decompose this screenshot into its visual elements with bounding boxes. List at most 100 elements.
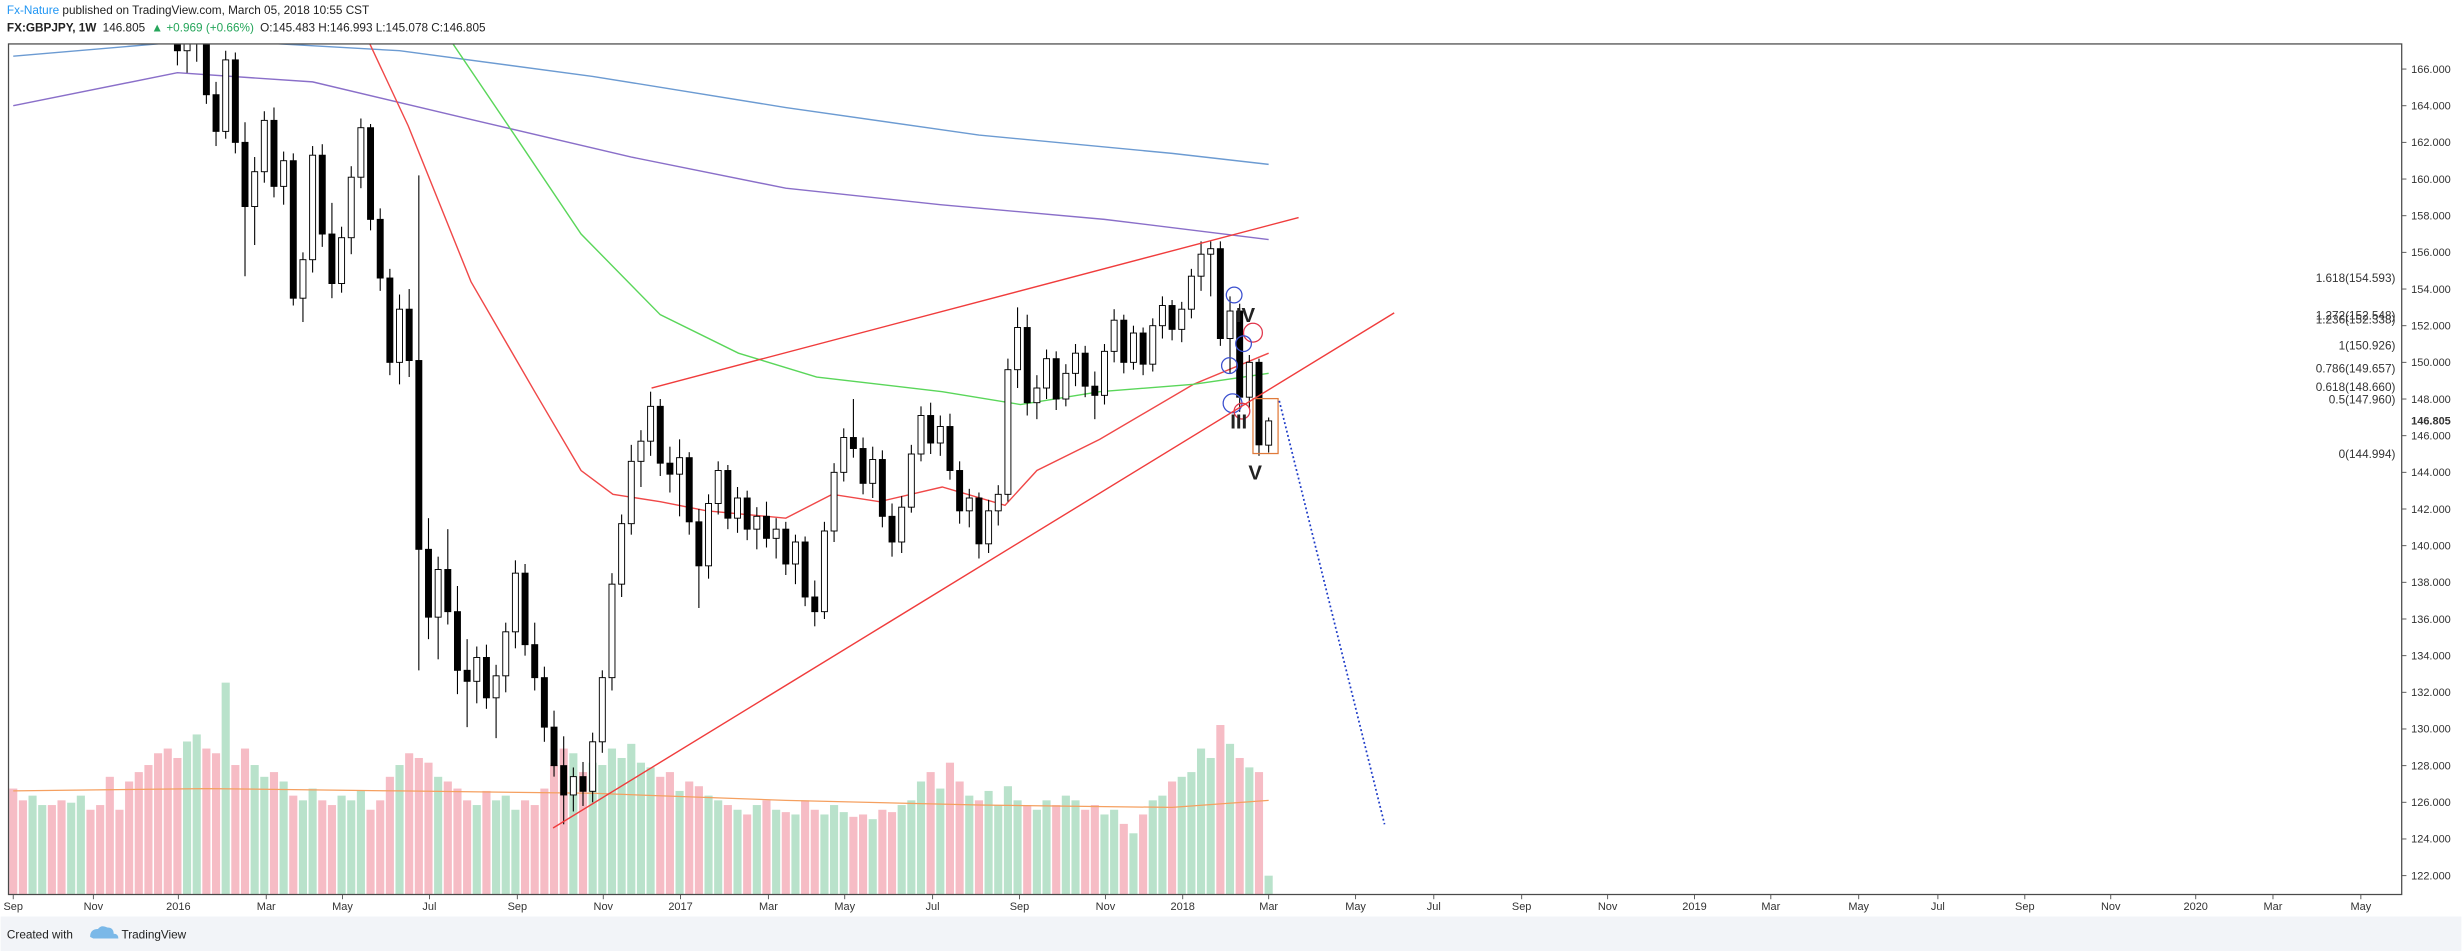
volume-bar xyxy=(1264,875,1273,895)
volume-bar xyxy=(1032,809,1041,895)
volume-bar xyxy=(540,788,549,895)
candle-body xyxy=(965,497,973,512)
volume-bar xyxy=(163,748,172,895)
volume-bar xyxy=(588,762,597,895)
y-tick-label: 158.000 xyxy=(2411,210,2451,222)
candle-body xyxy=(801,541,809,598)
volume-bar xyxy=(636,762,646,895)
candle-body xyxy=(531,644,539,679)
fib-label: 1.272(152.548) xyxy=(2316,310,2396,323)
y-tick-label: 132.000 xyxy=(2411,687,2451,699)
candle-body xyxy=(386,277,394,363)
volume-bar xyxy=(887,812,897,895)
candle-body xyxy=(782,528,790,565)
candle-body xyxy=(183,43,191,52)
volume-bar xyxy=(463,800,472,895)
candle-body xyxy=(907,453,915,508)
author[interactable]: Fx-Nature xyxy=(7,4,60,17)
y-tick-label: 122.000 xyxy=(2411,870,2451,882)
candle-body xyxy=(936,426,944,444)
wave-circle xyxy=(1242,322,1264,343)
volume-bar xyxy=(289,795,298,895)
candle-body xyxy=(618,523,626,585)
volume-bar xyxy=(337,795,346,895)
volume-bar xyxy=(47,805,56,895)
candle-body xyxy=(608,583,616,679)
candle-body xyxy=(569,776,577,796)
candle-body xyxy=(1149,325,1157,365)
wave-circle xyxy=(1235,335,1253,353)
fib-label: 0.5(147.960) xyxy=(2329,394,2396,407)
volume-bar xyxy=(395,765,404,895)
volume-bar xyxy=(28,795,37,895)
candle-body xyxy=(492,675,500,699)
candle-body xyxy=(1207,248,1215,255)
volume-bar xyxy=(685,781,694,895)
candle-body xyxy=(859,448,867,484)
candle-body xyxy=(212,94,220,132)
fib-label: 1.618(154.593) xyxy=(2316,272,2396,285)
volume-bar xyxy=(366,809,375,895)
wave-label: III xyxy=(1230,411,1247,433)
x-tick-label: Sep xyxy=(2015,901,2035,913)
x-tick-label: Mar xyxy=(1259,901,1278,913)
wave-circle xyxy=(1225,286,1243,304)
fib-label: 0.618(148.660) xyxy=(2316,381,2396,394)
volume-bar xyxy=(501,795,510,895)
y-tick-label: 164.000 xyxy=(2411,100,2451,112)
candle-body xyxy=(714,470,722,504)
x-tick-label: 2018 xyxy=(1170,901,1194,913)
volume-bar xyxy=(414,757,423,895)
volume-bar xyxy=(1139,814,1148,895)
volume-bar xyxy=(192,734,201,895)
candle-body xyxy=(1023,327,1031,404)
footer-brand[interactable]: TradingView xyxy=(122,928,187,941)
y-tick-label: 166.000 xyxy=(2411,64,2451,76)
candle-body xyxy=(560,765,568,796)
volume-bar xyxy=(144,765,153,895)
symbol: FX:GBPJPY, 1W xyxy=(7,21,97,34)
candle-body xyxy=(1004,369,1012,495)
y-tick-label: 156.000 xyxy=(2411,247,2451,259)
volume-bar xyxy=(38,805,47,895)
volume-bar xyxy=(714,800,723,895)
candle-body xyxy=(482,657,490,699)
volume-bar xyxy=(994,805,1003,895)
candle-body xyxy=(405,308,413,361)
moving-average xyxy=(13,43,1269,166)
x-tick-label: Sep xyxy=(508,901,528,913)
volume-bar xyxy=(105,776,114,895)
candle-body xyxy=(705,503,713,567)
candle-body xyxy=(791,541,799,565)
candle-body xyxy=(511,572,519,633)
footer-created: Created with xyxy=(7,928,73,941)
volume-bar xyxy=(530,805,539,895)
volume-bar xyxy=(250,765,259,895)
candle-body xyxy=(589,741,597,792)
volume-bar xyxy=(347,800,356,895)
volume-bar xyxy=(965,795,974,895)
x-tick-label: Nov xyxy=(594,901,614,913)
volume-bar xyxy=(96,805,105,895)
volume-bar xyxy=(115,809,124,895)
candle-body xyxy=(1091,385,1099,396)
candle-body xyxy=(309,154,317,261)
candle-body xyxy=(251,171,259,208)
footer-band xyxy=(0,916,2462,951)
moving-average xyxy=(452,43,1269,406)
volume-bar xyxy=(298,800,308,895)
candle-body xyxy=(231,59,239,143)
candle-body xyxy=(994,493,1002,512)
x-tick-label: 2019 xyxy=(1682,901,1706,913)
wave-label: V xyxy=(1248,463,1262,485)
candle-body xyxy=(540,677,548,728)
candle-body xyxy=(820,530,828,613)
candle-body xyxy=(1014,327,1022,371)
volume-bar xyxy=(76,795,85,895)
candle-body xyxy=(917,415,925,455)
volume-bar xyxy=(385,776,394,895)
volume-bar xyxy=(1003,786,1012,895)
volume-bar xyxy=(646,767,655,895)
